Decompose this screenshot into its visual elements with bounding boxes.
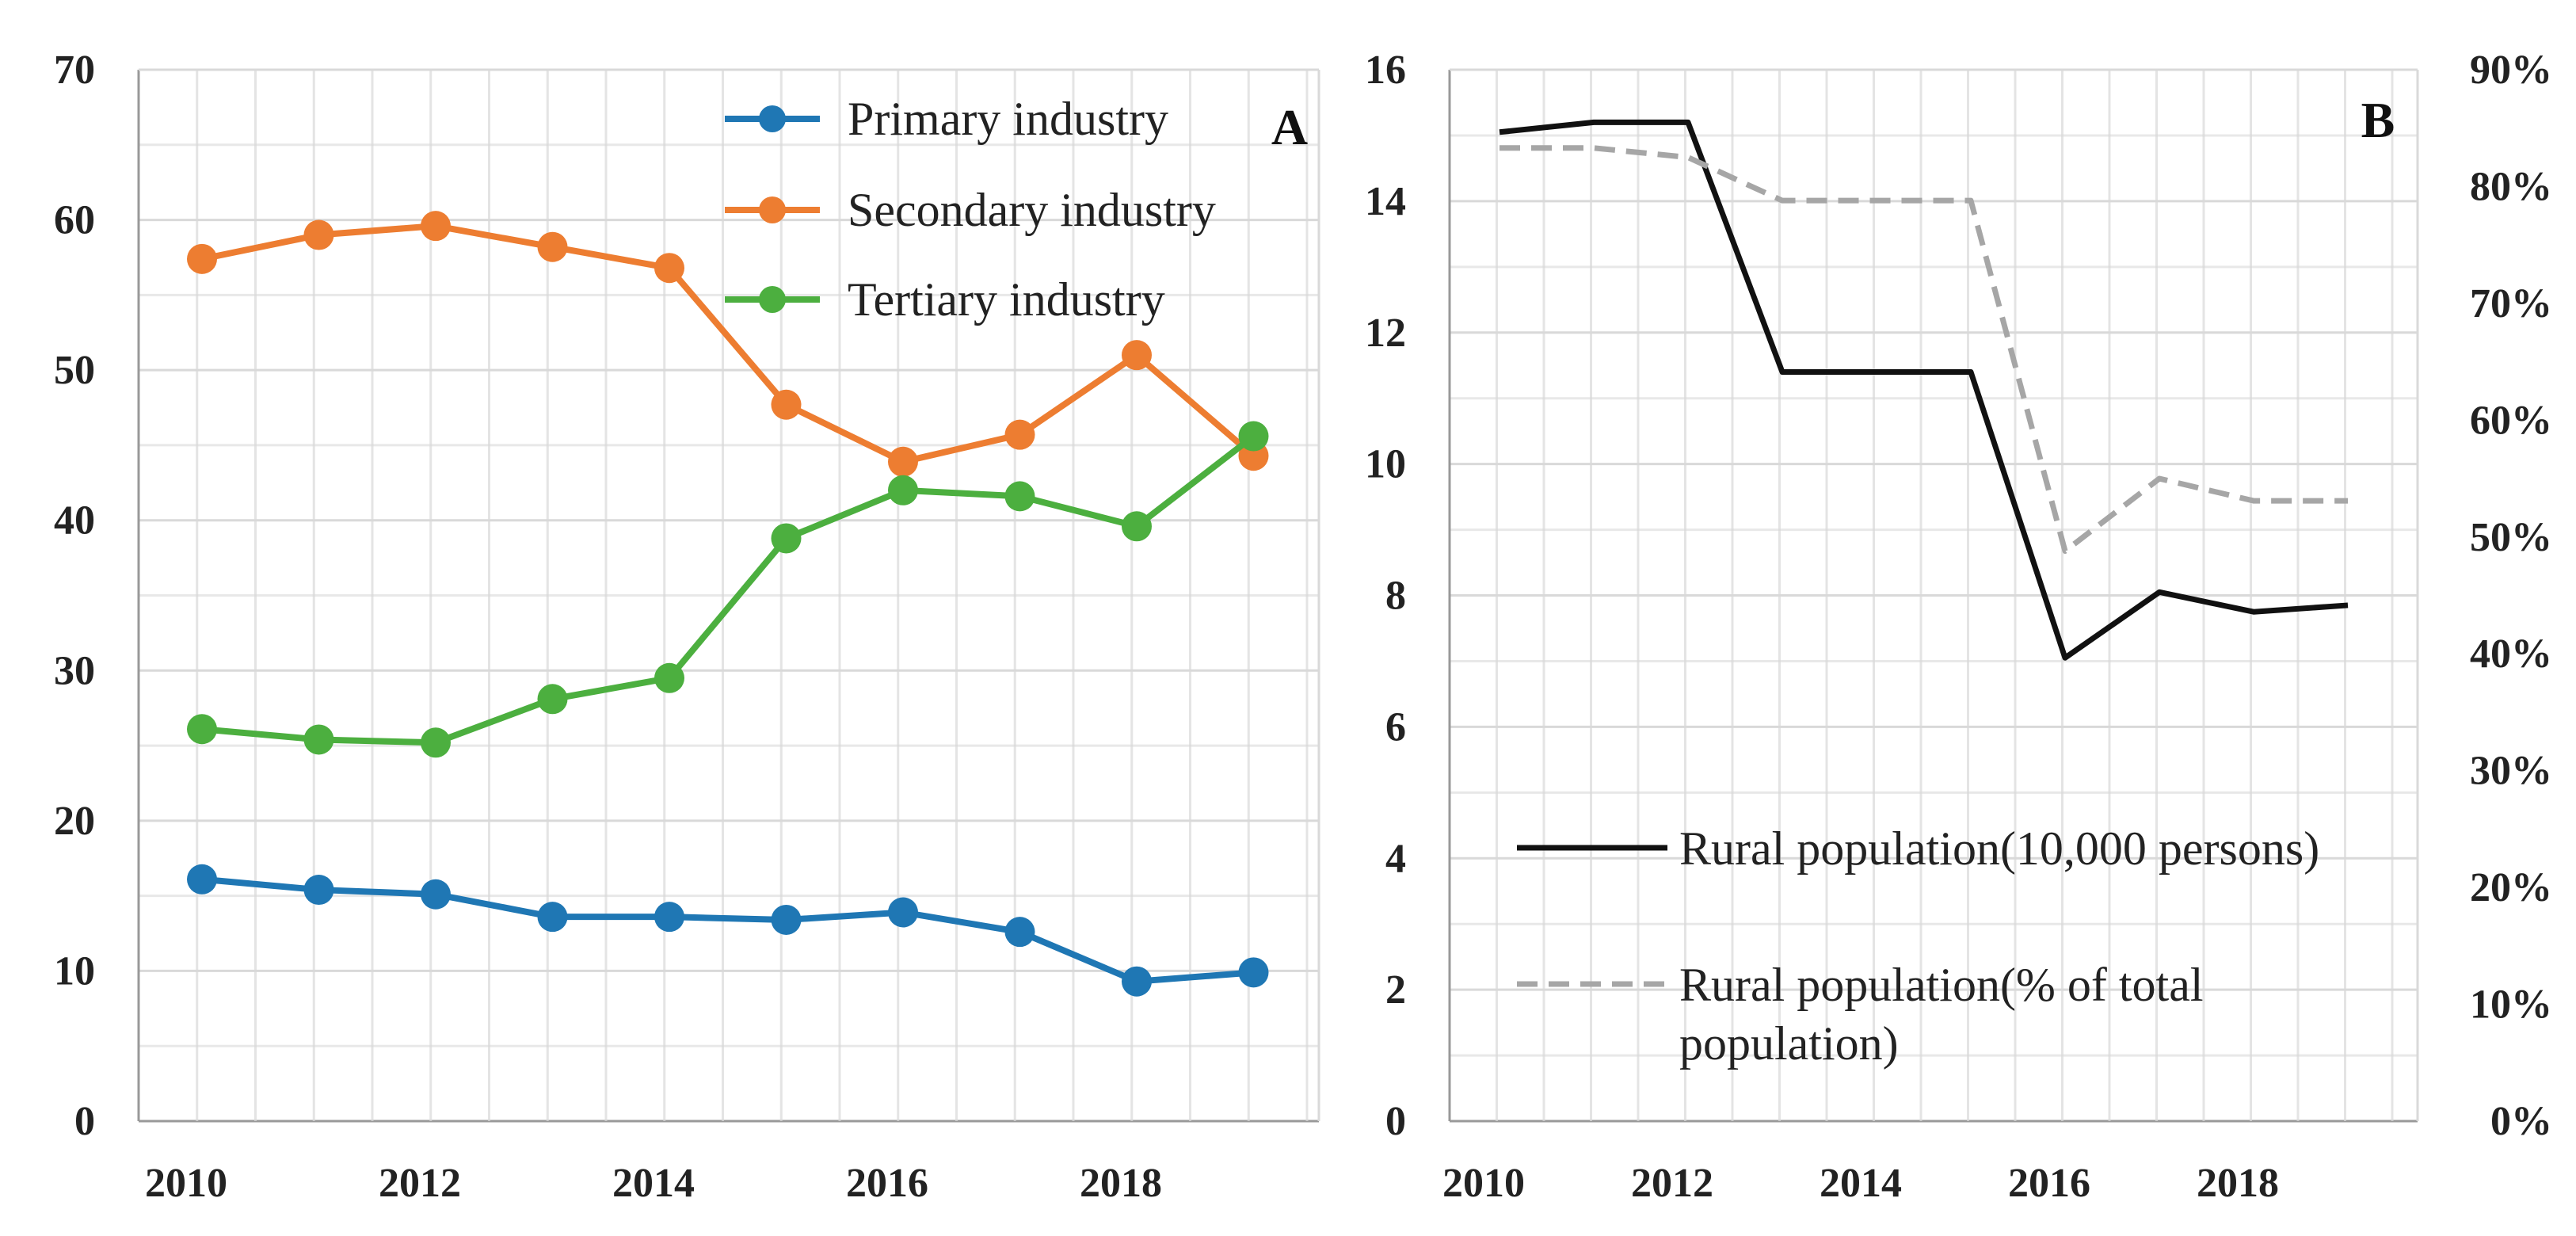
- x-tick-label: 2014: [612, 1161, 695, 1206]
- data-point: [421, 211, 451, 242]
- data-point: [654, 902, 684, 933]
- y2-tick-label: 70%: [2470, 281, 2552, 326]
- y2-tick-label: 90%: [2470, 48, 2552, 93]
- legend-label: Tertiary industry: [848, 273, 1165, 326]
- y-tick-label: 8: [1385, 574, 1406, 619]
- data-point: [888, 446, 918, 477]
- data-point: [1122, 511, 1152, 542]
- panel-b-chart: 0 2 4 6 8 10 12 14 16 0% 10% 20% 30% 40% 50% 60% 70% 80% 9…: [1365, 48, 2552, 1206]
- y-tick-label: 70: [54, 48, 95, 93]
- y2-tick-label: 20%: [2470, 865, 2552, 910]
- x-tick-label: 2010: [1442, 1161, 1525, 1206]
- y-tick-label: 30: [54, 648, 95, 693]
- y-tick-label: 10: [1365, 442, 1406, 487]
- y-tick-label: 6: [1385, 704, 1406, 750]
- panel-label: A: [1271, 99, 1308, 155]
- data-point: [187, 864, 217, 895]
- y2-tick-label: 50%: [2470, 515, 2552, 560]
- data-point: [771, 904, 802, 935]
- data-point: [1238, 421, 1269, 452]
- panel-a-chart: 0 10 20 30 40 50 60 70 2010 2012 2014 2016 2018 A Prim…: [54, 48, 1320, 1206]
- data-point: [654, 253, 684, 284]
- data-point: [187, 243, 217, 274]
- data-point: [421, 879, 451, 910]
- data-point: [771, 523, 802, 554]
- data-point: [187, 714, 217, 745]
- x-tick-label: 2016: [2008, 1161, 2090, 1206]
- legend-marker-1: [759, 105, 786, 132]
- series-line-2: [201, 223, 1256, 465]
- y-tick-label: 0: [1385, 1099, 1406, 1144]
- x-tick-label: 2012: [379, 1161, 461, 1206]
- data-point: [1004, 419, 1035, 450]
- panel-label: B: [2361, 92, 2395, 148]
- y-tick-label: 14: [1365, 179, 1406, 224]
- data-point: [1238, 957, 1269, 988]
- series-line-1: [201, 876, 1254, 985]
- data-point: [303, 219, 334, 250]
- y-tick-label: 10: [54, 948, 95, 994]
- legend-label: population): [1679, 1017, 1899, 1070]
- y-tick-label: 12: [1365, 311, 1406, 356]
- x-tick-label: 2018: [1080, 1161, 1162, 1206]
- y-tick-label: 50: [54, 348, 95, 393]
- data-point: [421, 727, 451, 758]
- series-line-2: [1499, 145, 2348, 554]
- y-tick-label: 60: [54, 198, 95, 243]
- y2-tick-label: 10%: [2470, 982, 2552, 1028]
- legend-label: Rural population(10,000 persons): [1679, 822, 2319, 875]
- series-line-3: [201, 433, 1256, 746]
- data-point: [537, 902, 568, 933]
- y2-tick-label: 60%: [2470, 398, 2552, 443]
- data-point: [303, 724, 334, 755]
- y-tick-label: 20: [54, 799, 95, 844]
- y2-tick-label: 80%: [2470, 164, 2552, 209]
- y2-tick-label: 40%: [2470, 631, 2552, 677]
- data-point: [1122, 966, 1152, 997]
- data-point: [771, 389, 802, 420]
- y-tick-label: 40: [54, 498, 95, 544]
- y-tick-label: 2: [1385, 967, 1406, 1013]
- legend-label: Rural population(% of total: [1679, 959, 2204, 1011]
- legend-label: Secondary industry: [848, 184, 1216, 236]
- legend-marker-2: [759, 196, 786, 223]
- data-point: [654, 662, 684, 693]
- series-line-1: [1499, 119, 2349, 661]
- data-point: [888, 475, 918, 505]
- x-tick-label: 2012: [1631, 1161, 1713, 1206]
- y-tick-label: 16: [1365, 48, 1406, 93]
- data-point: [303, 875, 334, 906]
- x-tick-label: 2016: [846, 1161, 928, 1206]
- y-tick-label: 0: [74, 1099, 95, 1144]
- data-point: [888, 897, 918, 928]
- data-point: [1004, 917, 1035, 948]
- data-point: [537, 231, 568, 262]
- y2-tick-label: 30%: [2470, 749, 2552, 794]
- data-point: [1122, 340, 1152, 371]
- y-tick-label: 4: [1385, 836, 1406, 881]
- x-tick-label: 2010: [145, 1161, 227, 1206]
- legend-label: Primary industry: [848, 93, 1168, 145]
- legend-marker-3: [759, 286, 786, 313]
- x-tick-label: 2018: [2197, 1161, 2279, 1206]
- data-point: [537, 684, 568, 715]
- y2-tick-label: 0%: [2490, 1099, 2552, 1144]
- x-tick-label: 2014: [1820, 1161, 1902, 1206]
- data-point: [1004, 481, 1035, 512]
